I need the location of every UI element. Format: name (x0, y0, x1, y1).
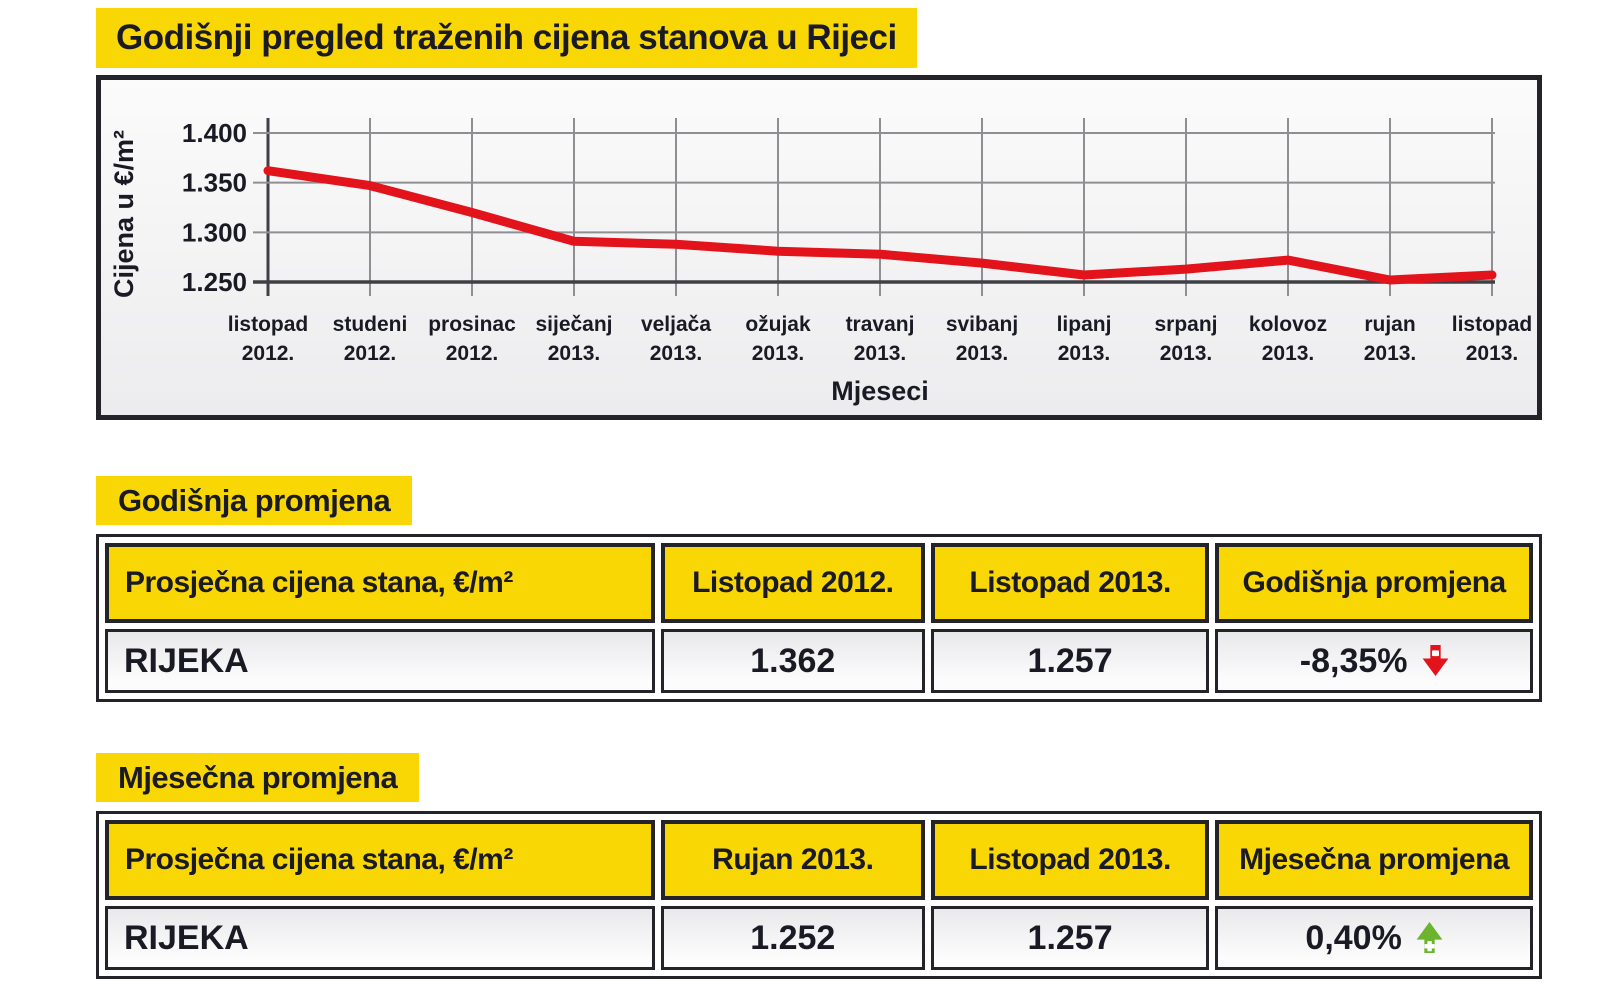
change-value: -8,35% (1299, 641, 1408, 680)
value-cell-new: 1.257 (930, 629, 1210, 693)
change-value: 0,40% (1305, 918, 1402, 957)
monthly-data-row: RIJEKA 1.252 1.257 0,40% (105, 906, 1533, 970)
column-header-metric: Prosječna cijena stana, €/m² (105, 820, 655, 900)
annual-section-title: Godišnja promjena (96, 476, 413, 525)
arrow-down-icon (1422, 644, 1448, 676)
svg-text:1.300: 1.300 (182, 217, 247, 247)
svg-text:1.250: 1.250 (182, 267, 247, 297)
monthly-header-row: Prosječna cijena stana, €/m² Rujan 2013.… (105, 820, 1533, 900)
svg-text:Mjeseci: Mjeseci (831, 376, 929, 406)
svg-text:1.350: 1.350 (182, 168, 247, 198)
chart-frame: 1.400 1.350 1.300 1.250 listopad 2012. studeni… (96, 75, 1542, 420)
change-cell: -8,35% (1215, 629, 1533, 693)
annual-table: Prosječna cijena stana, €/m² Listopad 20… (96, 534, 1542, 702)
price-line-chart: 1.400 1.350 1.300 1.250 listopad 2012. studeni… (109, 118, 1533, 406)
column-header-period-old: Listopad 2012. (660, 543, 925, 623)
column-header-change: Godišnja promjena (1215, 543, 1533, 623)
annual-header-row: Prosječna cijena stana, €/m² Listopad 20… (105, 543, 1533, 623)
city-cell: RIJEKA (105, 906, 655, 970)
change-cell: 0,40% (1215, 906, 1533, 970)
infographic: Godišnji pregled traženih cijena stanova… (96, 8, 1542, 979)
page-title: Godišnji pregled traženih cijena stanova… (96, 8, 917, 68)
value-cell-old: 1.252 (660, 906, 925, 970)
monthly-table: Prosječna cijena stana, €/m² Rujan 2013.… (96, 811, 1542, 979)
monthly-section-title: Mjesečna promjena (96, 753, 420, 802)
column-header-change: Mjesečna promjena (1215, 820, 1533, 900)
column-header-period-new: Listopad 2013. (930, 820, 1210, 900)
value-cell-old: 1.362 (660, 629, 925, 693)
city-cell: RIJEKA (105, 629, 655, 693)
column-header-period-new: Listopad 2013. (930, 543, 1210, 623)
column-header-period-old: Rujan 2013. (660, 820, 925, 900)
svg-text:1.400: 1.400 (182, 118, 247, 148)
annual-data-row: RIJEKA 1.362 1.257 -8,35% (105, 629, 1533, 693)
value-cell-new: 1.257 (930, 906, 1210, 970)
arrow-up-icon (1416, 921, 1443, 953)
column-header-metric: Prosječna cijena stana, €/m² (105, 543, 655, 623)
svg-text:Cijena u €/m²: Cijena u €/m² (109, 130, 139, 298)
